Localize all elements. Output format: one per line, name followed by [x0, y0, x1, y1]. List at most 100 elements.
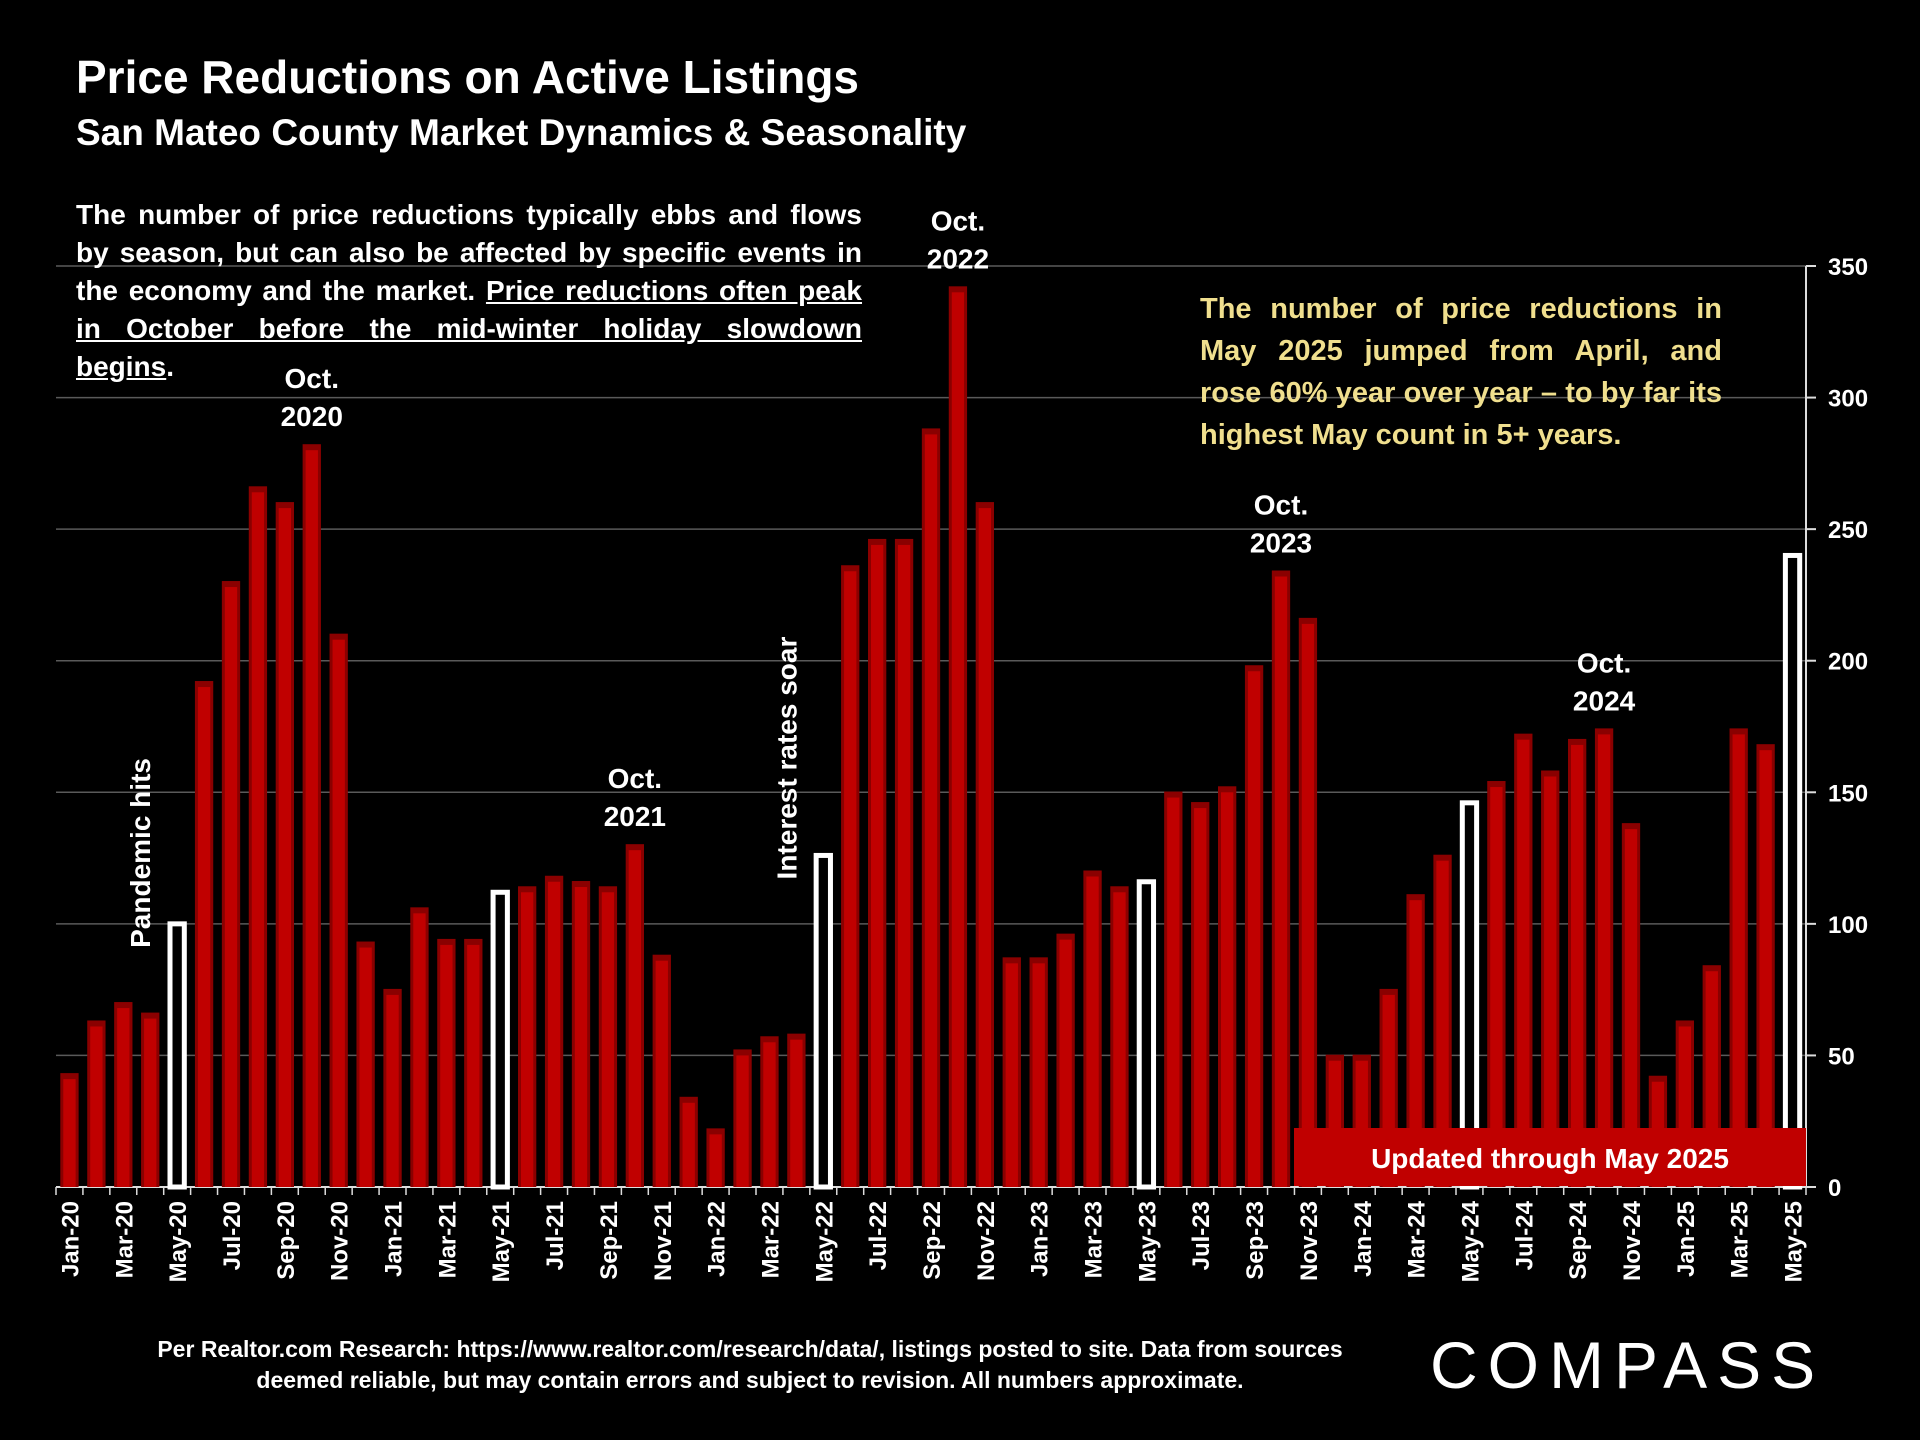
peak-annotation: 2021 [604, 801, 666, 832]
x-tick-label: Jul-20 [219, 1201, 246, 1270]
peak-annotation: Oct. [1254, 490, 1308, 521]
chart-title: Price Reductions on Active Listings [76, 51, 860, 103]
bar [1032, 963, 1045, 1187]
bar [386, 994, 399, 1187]
x-tick-label: May-20 [165, 1201, 192, 1282]
x-tick-label: Mar-20 [111, 1201, 138, 1278]
bar [574, 887, 588, 1187]
bar [1544, 776, 1557, 1187]
bar-highlighted [813, 852, 833, 1190]
bar [413, 913, 426, 1187]
peak-annotation: 2020 [281, 401, 343, 432]
event-label: Interest rates soar [771, 637, 802, 880]
bar-highlighted [167, 921, 187, 1190]
x-tick-label: Sep-24 [1565, 1200, 1592, 1279]
intro-end: . [166, 351, 175, 382]
bar [897, 544, 911, 1187]
bar [1409, 900, 1422, 1187]
x-tick-label: Sep-21 [596, 1201, 623, 1280]
bar [1221, 792, 1234, 1187]
bar [978, 508, 991, 1187]
bar [1113, 892, 1126, 1187]
bar [1624, 829, 1638, 1187]
x-tick-label: Nov-22 [973, 1201, 1000, 1281]
y-tick-label: 50 [1828, 1043, 1855, 1070]
bar [655, 960, 668, 1187]
peak-annotation: 2023 [1250, 528, 1312, 559]
bar-highlighted [490, 889, 510, 1190]
y-tick-label: 0 [1828, 1175, 1841, 1202]
bar [790, 1039, 803, 1187]
bar [924, 434, 938, 1187]
bar [197, 687, 211, 1187]
bar [305, 450, 318, 1187]
y-tick-label: 350 [1828, 254, 1868, 281]
intro-paragraph: The number of price reductions typically… [76, 196, 862, 386]
x-tick-label: Nov-21 [650, 1201, 677, 1281]
compass-logo: COMPASS [1430, 1328, 1825, 1402]
x-tick-label: Sep-22 [919, 1201, 946, 1280]
updated-badge [1294, 1128, 1806, 1186]
bar [1732, 734, 1745, 1187]
x-tick-label: Nov-24 [1619, 1200, 1646, 1281]
bar [224, 587, 238, 1187]
peak-annotation: 2024 [1573, 685, 1636, 716]
x-tick-label: May-21 [488, 1201, 515, 1282]
bar [951, 292, 965, 1187]
bar [359, 947, 372, 1187]
bar [1059, 939, 1072, 1187]
peak-annotation: Oct. [608, 763, 662, 794]
x-tick-label: Mar-21 [434, 1201, 461, 1278]
x-tick-label: Jan-25 [1673, 1201, 1700, 1277]
bar [251, 492, 265, 1187]
y-tick-label: 300 [1828, 386, 1868, 413]
bar [763, 1042, 776, 1187]
bar [63, 1079, 76, 1187]
bar [1005, 963, 1018, 1187]
bar [521, 892, 534, 1187]
bar [682, 1102, 695, 1187]
bar [1571, 744, 1584, 1187]
x-tick-label: Sep-23 [1242, 1201, 1269, 1280]
bar [628, 850, 641, 1187]
x-tick-label: Nov-20 [327, 1201, 354, 1281]
peak-annotation: Oct. [285, 363, 339, 394]
bar [144, 1018, 157, 1187]
bar-highlighted [1782, 552, 1803, 1190]
bar [1274, 576, 1288, 1187]
x-tick-label: Jul-24 [1511, 1200, 1538, 1270]
intro-text: The number of price reductions typically… [76, 199, 862, 306]
x-tick-label: Jan-24 [1350, 1200, 1377, 1277]
y-tick-label: 200 [1828, 649, 1868, 676]
bar [1086, 876, 1099, 1187]
y-tick-label: 100 [1828, 912, 1868, 939]
chart-subtitle: San Mateo County Market Dynamics & Seaso… [76, 112, 967, 153]
bar [1194, 808, 1207, 1187]
bar [601, 892, 615, 1187]
bar [467, 944, 480, 1187]
bar-highlighted [1459, 800, 1480, 1190]
peak-annotation: 2022 [927, 243, 989, 274]
bar [709, 1134, 722, 1187]
bar [90, 1026, 103, 1187]
peak-annotation: Oct. [1577, 647, 1631, 678]
compass-logo-text: COMPASS [1430, 1328, 1825, 1402]
bar [1247, 671, 1261, 1187]
peak-annotation: Oct. [931, 205, 985, 236]
x-tick-label: Nov-23 [1296, 1201, 1323, 1281]
bar [1759, 750, 1772, 1187]
bar-highlighted [1136, 879, 1157, 1190]
x-tick-label: Mar-22 [757, 1201, 784, 1278]
bar [1436, 860, 1449, 1187]
x-tick-label: May-22 [811, 1201, 838, 1282]
x-tick-label: Mar-23 [1081, 1201, 1108, 1278]
bar [117, 1008, 130, 1187]
updated-badge-text: Updated through May 2025 [1371, 1143, 1729, 1174]
event-label: Pandemic hits [125, 758, 156, 948]
bar [1301, 623, 1315, 1187]
bar [1597, 734, 1611, 1187]
x-tick-label: Jan-23 [1027, 1201, 1054, 1277]
bar [736, 1055, 749, 1187]
bar [1167, 797, 1180, 1187]
